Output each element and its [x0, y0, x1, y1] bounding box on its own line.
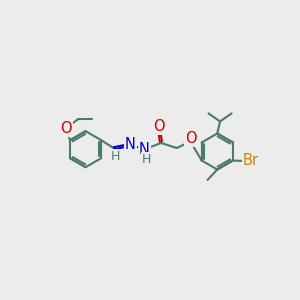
- Text: Br: Br: [243, 154, 259, 169]
- Text: H: H: [142, 153, 152, 166]
- Text: N: N: [139, 142, 150, 157]
- Text: O: O: [185, 131, 197, 146]
- Text: O: O: [60, 121, 72, 136]
- Text: N: N: [125, 137, 136, 152]
- Text: O: O: [153, 118, 165, 134]
- Text: H: H: [111, 150, 120, 163]
